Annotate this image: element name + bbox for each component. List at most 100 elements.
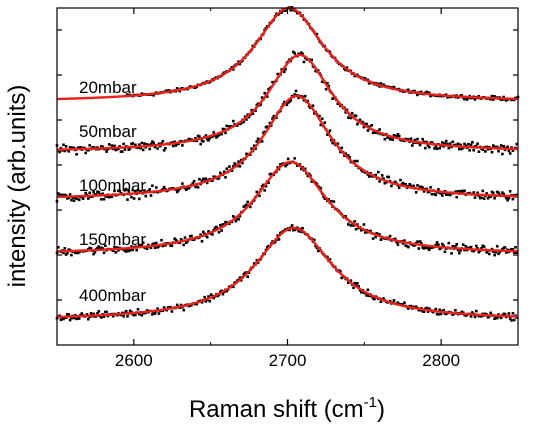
data-point bbox=[178, 89, 181, 93]
data-point bbox=[373, 297, 376, 301]
data-point bbox=[370, 124, 374, 127]
data-point bbox=[67, 196, 71, 200]
series-label-400mbar: 400mbar bbox=[79, 286, 146, 305]
data-point bbox=[328, 258, 332, 261]
data-point bbox=[510, 319, 513, 322]
data-point bbox=[205, 181, 209, 185]
data-point bbox=[198, 177, 201, 181]
data-point bbox=[156, 307, 159, 310]
data-point bbox=[501, 191, 504, 194]
data-point bbox=[349, 224, 353, 227]
data-point bbox=[263, 91, 266, 95]
data-point bbox=[62, 143, 65, 147]
data-point bbox=[349, 116, 353, 120]
data-point bbox=[454, 245, 457, 248]
data-point bbox=[364, 231, 367, 234]
data-point bbox=[447, 241, 451, 245]
data-point bbox=[326, 255, 329, 259]
data-point bbox=[204, 177, 208, 180]
data-point bbox=[151, 140, 154, 143]
data-point bbox=[101, 192, 104, 195]
data-point bbox=[283, 70, 286, 74]
data-point bbox=[252, 144, 256, 147]
data-point bbox=[435, 147, 439, 151]
data-point bbox=[77, 317, 81, 320]
data-point bbox=[181, 144, 184, 147]
data-point bbox=[442, 308, 445, 312]
data-point bbox=[124, 250, 128, 253]
data-point bbox=[356, 223, 359, 226]
data-point bbox=[508, 317, 512, 320]
data-point bbox=[100, 198, 103, 201]
data-point bbox=[192, 238, 196, 241]
data-point bbox=[195, 139, 199, 143]
data-point bbox=[352, 224, 355, 227]
data-point bbox=[344, 68, 347, 72]
data-point bbox=[255, 140, 259, 143]
data-point bbox=[371, 297, 375, 300]
data-point bbox=[425, 90, 428, 94]
data-point bbox=[480, 315, 483, 318]
data-point bbox=[242, 120, 246, 124]
data-point bbox=[371, 131, 375, 135]
data-point bbox=[311, 104, 315, 107]
data-point bbox=[344, 152, 347, 155]
data-point bbox=[62, 317, 65, 321]
data-point bbox=[192, 180, 196, 183]
data-point bbox=[413, 138, 417, 142]
data-point bbox=[444, 193, 448, 196]
data-point bbox=[62, 251, 65, 255]
data-point bbox=[72, 199, 76, 202]
data-point bbox=[459, 249, 462, 252]
data-point bbox=[369, 229, 372, 233]
data-point bbox=[451, 244, 455, 248]
data-point bbox=[468, 149, 471, 152]
data-point bbox=[157, 312, 161, 315]
data-point bbox=[222, 127, 226, 131]
data-point bbox=[428, 145, 431, 149]
data-point bbox=[506, 198, 509, 202]
data-point bbox=[162, 306, 166, 309]
data-point bbox=[225, 167, 229, 170]
data-point bbox=[105, 150, 108, 153]
data-point bbox=[164, 147, 167, 150]
data-point bbox=[183, 236, 187, 239]
data-point bbox=[497, 313, 500, 316]
data-point bbox=[64, 145, 68, 148]
data-point bbox=[324, 87, 328, 91]
data-point bbox=[228, 165, 231, 168]
data-point bbox=[276, 166, 279, 169]
data-point bbox=[141, 148, 145, 152]
data-point bbox=[232, 215, 235, 218]
data-point bbox=[454, 190, 457, 193]
data-point bbox=[489, 98, 492, 101]
data-point bbox=[378, 128, 381, 131]
data-point bbox=[435, 312, 439, 316]
data-point bbox=[110, 195, 114, 199]
data-point bbox=[447, 146, 451, 150]
data-point bbox=[171, 144, 175, 148]
data-point bbox=[350, 111, 354, 115]
data-point bbox=[495, 145, 499, 149]
data-point bbox=[250, 108, 253, 112]
data-point bbox=[477, 95, 481, 98]
data-point bbox=[425, 245, 428, 249]
data-point bbox=[177, 189, 180, 192]
data-point bbox=[493, 196, 496, 200]
data-point bbox=[374, 235, 377, 239]
data-point bbox=[75, 317, 78, 321]
data-point bbox=[380, 174, 384, 177]
data-point bbox=[425, 140, 428, 144]
data-point bbox=[511, 248, 515, 251]
data-point bbox=[498, 250, 502, 254]
data-point bbox=[489, 195, 492, 199]
data-point bbox=[508, 152, 512, 155]
data-point bbox=[428, 307, 431, 310]
data-point bbox=[286, 157, 290, 161]
data-point bbox=[232, 68, 235, 71]
data-point bbox=[113, 245, 116, 249]
data-point bbox=[239, 121, 243, 125]
data-point bbox=[497, 149, 500, 153]
data-point bbox=[477, 194, 481, 198]
data-point bbox=[417, 247, 421, 250]
